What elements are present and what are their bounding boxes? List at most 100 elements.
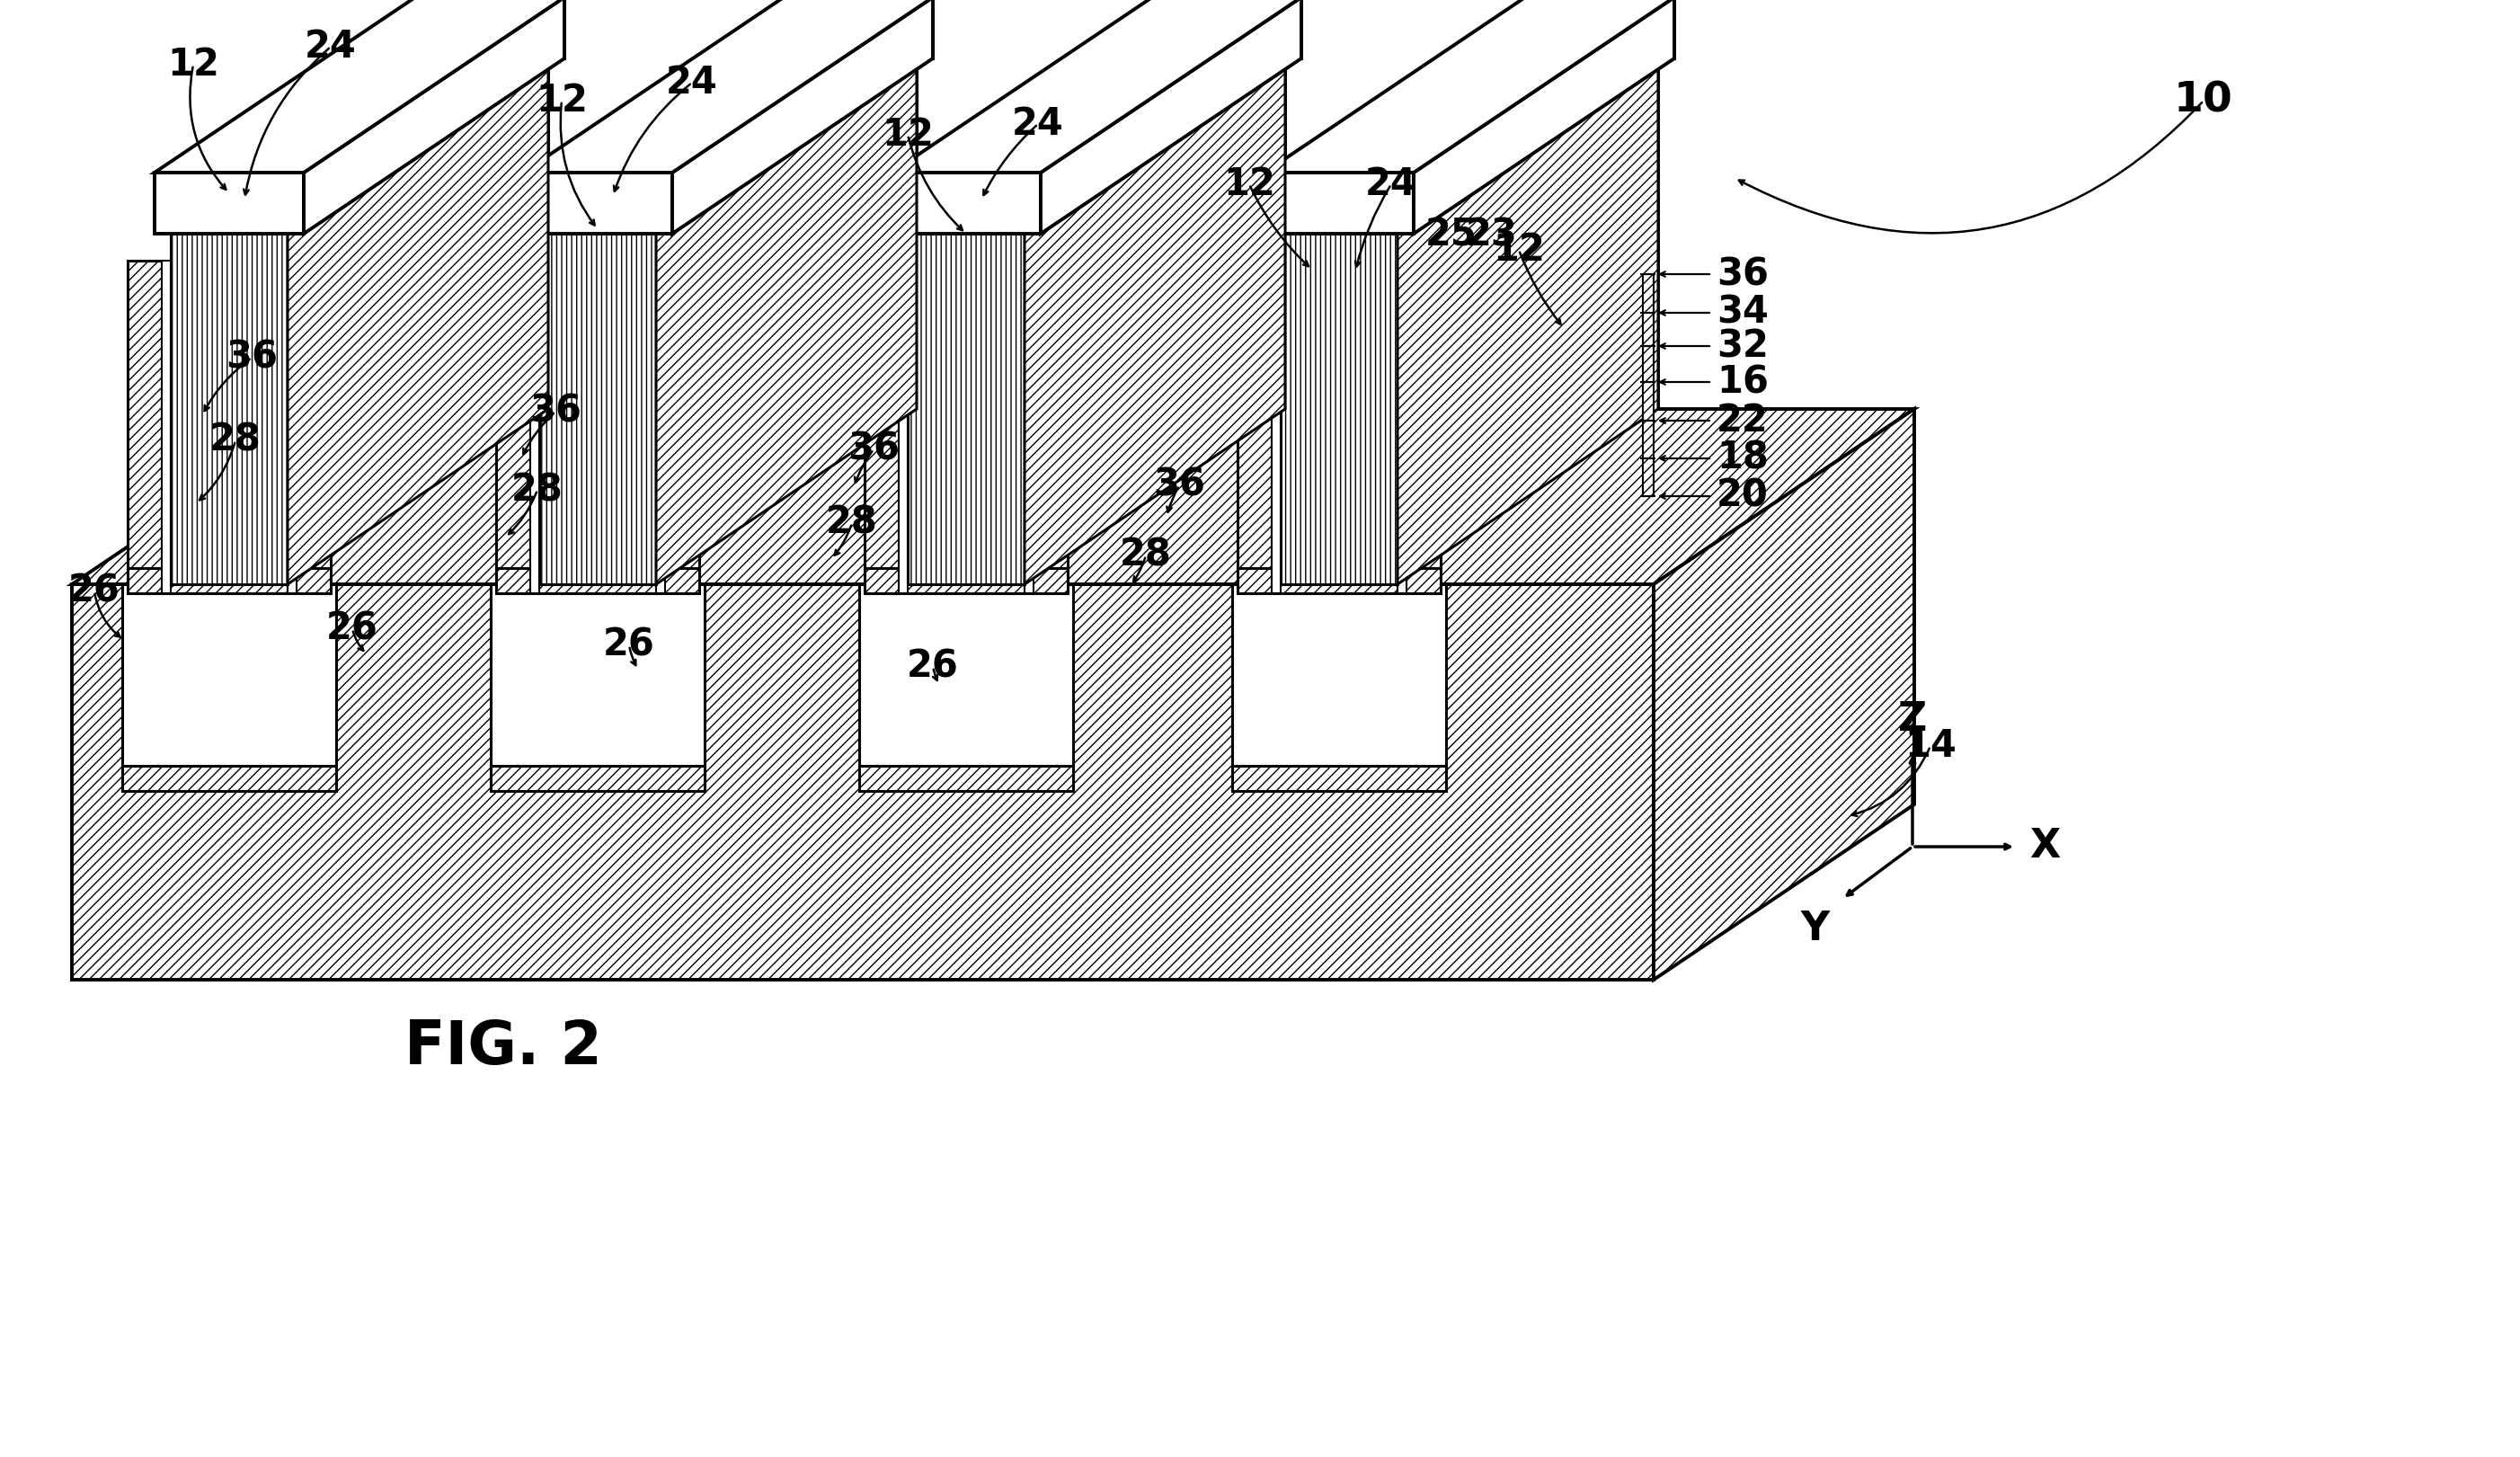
Polygon shape: [524, 0, 932, 172]
Polygon shape: [1232, 766, 1446, 791]
Text: 26: 26: [602, 627, 655, 664]
Polygon shape: [496, 568, 698, 593]
Text: 28: 28: [512, 471, 564, 508]
Polygon shape: [1265, 0, 1673, 172]
Text: 36: 36: [1716, 255, 1769, 293]
Polygon shape: [431, 58, 549, 409]
Polygon shape: [1525, 0, 1673, 58]
Text: Z: Z: [1898, 701, 1928, 739]
Polygon shape: [1273, 261, 1280, 593]
Text: 28: 28: [209, 421, 262, 459]
Text: FIG. 2: FIG. 2: [406, 1017, 602, 1077]
Polygon shape: [1643, 313, 1653, 347]
Polygon shape: [129, 568, 330, 593]
Polygon shape: [1237, 261, 1273, 568]
Polygon shape: [1399, 261, 1406, 593]
Polygon shape: [665, 261, 698, 568]
Polygon shape: [496, 261, 529, 568]
Text: 12: 12: [537, 82, 587, 119]
Polygon shape: [673, 0, 932, 233]
Text: 12: 12: [1222, 166, 1275, 203]
Text: 26: 26: [907, 648, 960, 686]
Polygon shape: [287, 58, 549, 584]
Polygon shape: [1643, 274, 1653, 313]
Polygon shape: [799, 58, 917, 409]
Polygon shape: [1542, 58, 1658, 409]
Polygon shape: [529, 261, 539, 593]
Polygon shape: [129, 261, 161, 568]
Polygon shape: [287, 261, 297, 593]
Polygon shape: [1041, 0, 1300, 233]
Polygon shape: [655, 261, 665, 593]
Polygon shape: [416, 0, 564, 58]
Polygon shape: [123, 766, 335, 791]
Polygon shape: [1026, 261, 1033, 593]
Text: X: X: [2029, 828, 2059, 865]
Polygon shape: [1169, 58, 1285, 409]
Text: 23: 23: [1467, 217, 1517, 255]
Polygon shape: [864, 568, 1068, 593]
Polygon shape: [305, 0, 564, 233]
Polygon shape: [1406, 261, 1441, 568]
Text: 28: 28: [827, 504, 877, 542]
Polygon shape: [1643, 421, 1653, 459]
Polygon shape: [1152, 0, 1300, 58]
Polygon shape: [1280, 58, 1658, 233]
Text: 36: 36: [1154, 466, 1205, 504]
Text: 36: 36: [847, 430, 900, 468]
Polygon shape: [907, 233, 1026, 584]
Text: Y: Y: [1802, 909, 1830, 949]
Polygon shape: [892, 172, 1041, 233]
Polygon shape: [154, 0, 564, 172]
Polygon shape: [1643, 382, 1653, 421]
Polygon shape: [1265, 172, 1414, 233]
Polygon shape: [539, 58, 917, 233]
Polygon shape: [892, 0, 1300, 172]
Polygon shape: [1280, 233, 1399, 584]
Polygon shape: [1026, 58, 1285, 584]
Polygon shape: [864, 261, 900, 568]
Polygon shape: [491, 766, 706, 791]
Text: 12: 12: [882, 117, 935, 153]
Text: 12: 12: [1492, 232, 1545, 268]
Text: 25: 25: [1426, 217, 1477, 255]
Polygon shape: [171, 58, 549, 233]
Text: 14: 14: [1905, 727, 1956, 765]
Text: 10: 10: [2175, 80, 2233, 121]
Polygon shape: [524, 172, 673, 233]
Text: 34: 34: [1716, 294, 1769, 332]
Polygon shape: [1414, 0, 1673, 233]
Text: 24: 24: [305, 28, 358, 66]
Text: 16: 16: [1716, 363, 1769, 401]
Polygon shape: [900, 261, 907, 593]
Polygon shape: [123, 584, 335, 791]
Text: 32: 32: [1716, 328, 1769, 364]
Polygon shape: [1232, 584, 1446, 791]
Text: 12: 12: [166, 45, 219, 83]
Polygon shape: [171, 233, 287, 584]
Polygon shape: [73, 409, 1915, 584]
Text: 20: 20: [1716, 478, 1769, 514]
Polygon shape: [491, 584, 706, 791]
Text: 24: 24: [665, 64, 718, 102]
Polygon shape: [161, 261, 171, 593]
Text: 22: 22: [1716, 402, 1769, 440]
Polygon shape: [1399, 58, 1658, 584]
Polygon shape: [859, 584, 1074, 791]
Polygon shape: [154, 172, 305, 233]
Text: 18: 18: [1716, 440, 1769, 478]
Polygon shape: [1643, 459, 1653, 497]
Text: 36: 36: [227, 339, 277, 376]
Polygon shape: [73, 584, 1653, 979]
Polygon shape: [1237, 568, 1441, 593]
Polygon shape: [784, 0, 932, 58]
Polygon shape: [1653, 409, 1915, 979]
Polygon shape: [1643, 347, 1653, 382]
Text: 26: 26: [68, 573, 121, 610]
Text: 24: 24: [1366, 166, 1416, 203]
Polygon shape: [297, 261, 330, 568]
Polygon shape: [907, 58, 1285, 233]
Polygon shape: [1033, 261, 1068, 568]
Polygon shape: [859, 766, 1074, 791]
Polygon shape: [539, 233, 655, 584]
